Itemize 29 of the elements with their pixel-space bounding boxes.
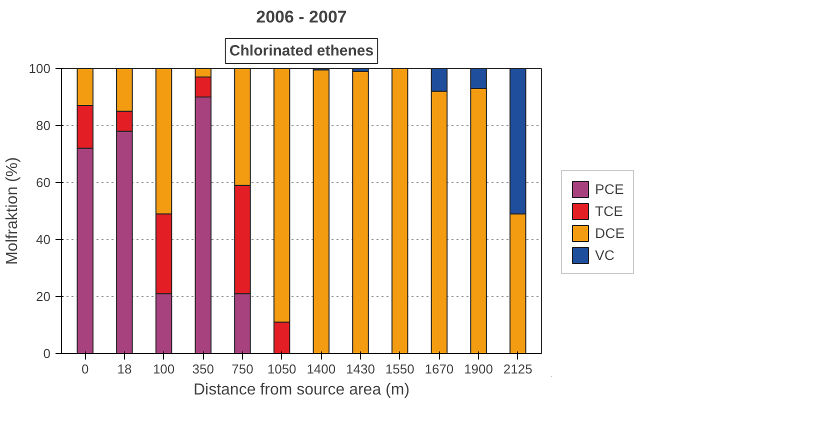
x-tick-label: 18 (117, 362, 132, 376)
y-tick-label: 40 (36, 232, 51, 247)
x-tick-label: 100 (152, 362, 175, 376)
bar (352, 70, 369, 354)
x-tick-label: 1050 (267, 362, 296, 376)
x-tick-label: 1670 (424, 362, 454, 376)
x-tick-label: 1430 (346, 362, 375, 376)
legend-label: DCE (595, 225, 625, 241)
y-axis-title: Molfraktion (%) (4, 157, 21, 265)
chart-title: 2006 - 2007 (256, 8, 347, 26)
legend-label: VC (595, 247, 615, 263)
y-tick-label: 60 (36, 175, 51, 190)
x-tick-label: 0 (81, 362, 89, 376)
x-tick-label: 1550 (385, 362, 414, 376)
bar (391, 68, 408, 354)
x-tick-label: 350 (192, 362, 214, 376)
y-tick-label: 80 (36, 118, 51, 133)
x-tick-label: 1400 (306, 362, 336, 376)
y-tick-label: 0 (43, 346, 51, 361)
y-tick-label: 20 (36, 289, 51, 304)
bar (312, 69, 330, 354)
x-tick-label: 750 (232, 362, 254, 376)
x-tick-label: 1900 (464, 362, 494, 376)
legend-label: PCE (595, 181, 624, 197)
x-axis-title: Distance from source area (m) (193, 382, 410, 398)
y-tick-label: 100 (28, 61, 51, 76)
chart-subtitle: Chlorinated ethenes (229, 42, 374, 60)
x-tick-label: 2125 (503, 362, 532, 376)
legend-label: TCE (595, 203, 623, 219)
